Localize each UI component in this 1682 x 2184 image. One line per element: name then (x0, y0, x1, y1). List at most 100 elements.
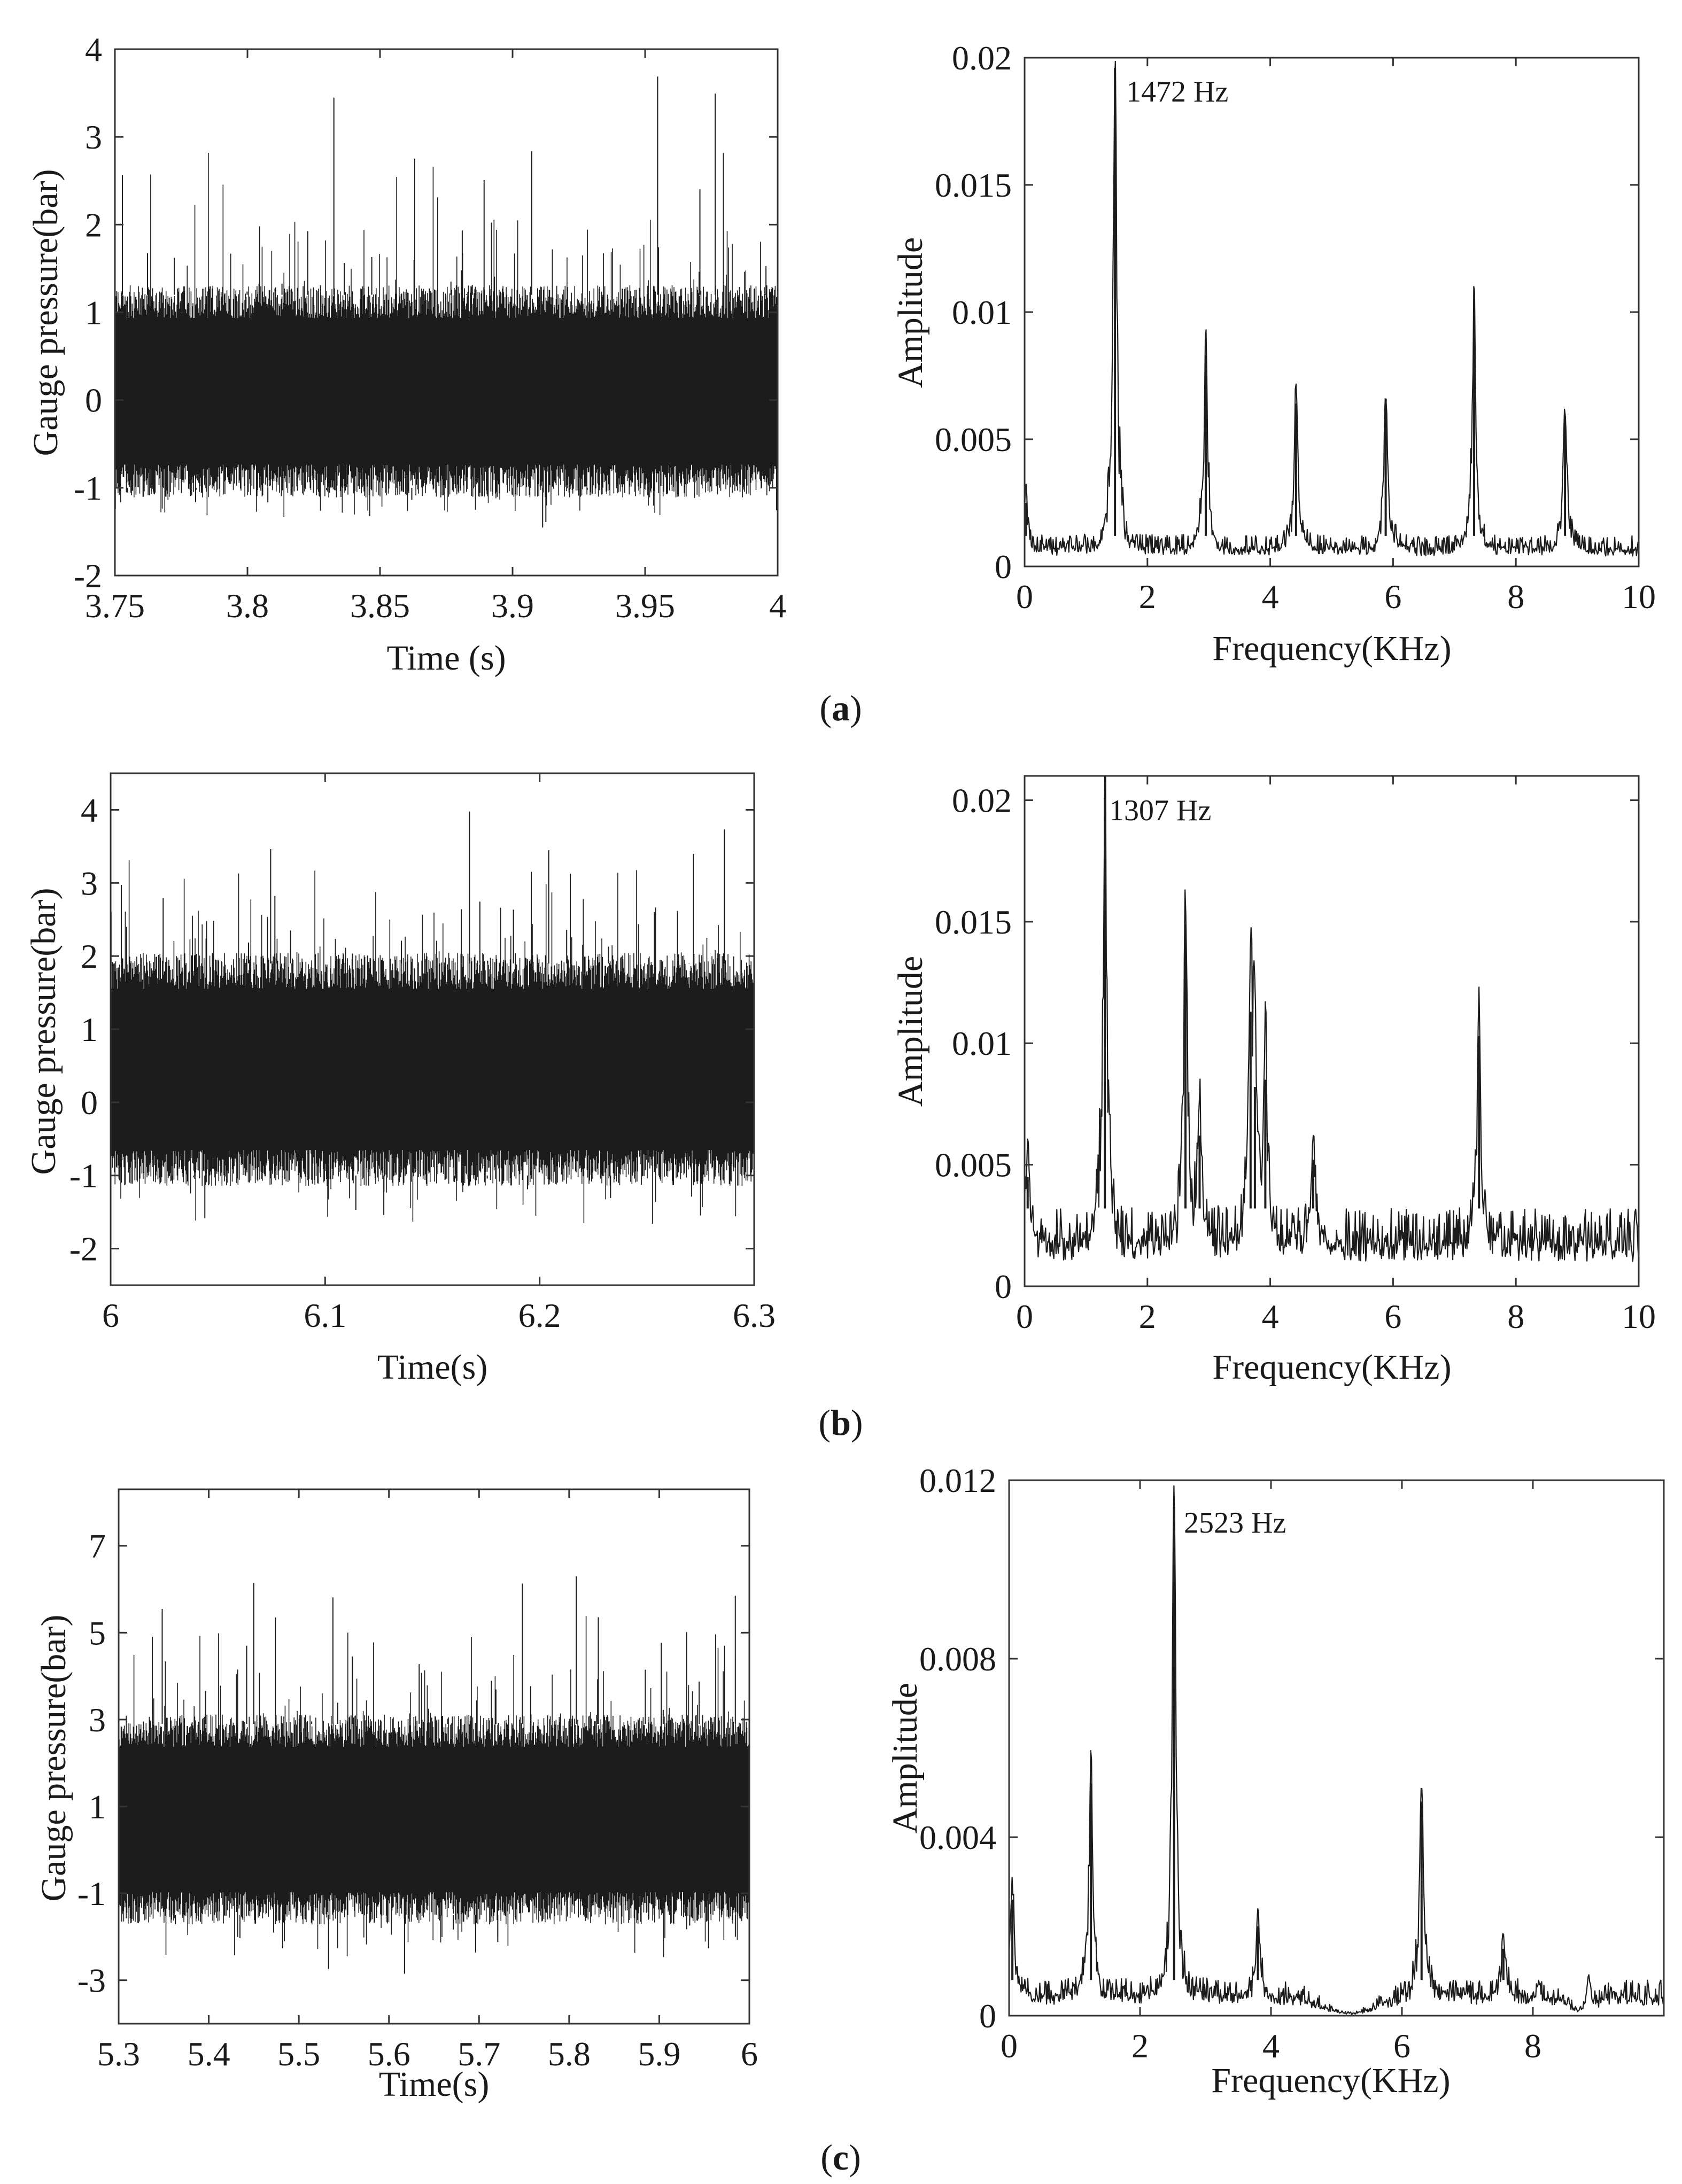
y-tick-label: 0.02 (952, 39, 1012, 77)
signal-trace (111, 811, 754, 1224)
chart-b-spectrum: 0 2 4 6 8 10 0 0.005 0.01 0.015 0.02 1307 Hz Freq… (891, 775, 1656, 1387)
y-tick-label: 0.015 (935, 903, 1012, 941)
y-tick-label: 5 (89, 1614, 106, 1652)
x-tick-label: 5.8 (548, 2035, 591, 2073)
y-tick-label: 4 (81, 791, 98, 829)
y-tick-label: -1 (77, 1875, 106, 1913)
x-tick-label: 6 (1393, 2027, 1410, 2065)
x-tick-label: 3.8 (226, 587, 269, 625)
y-tick-label: 0 (85, 382, 102, 419)
tick-marks (118, 1489, 750, 2024)
spectrum-line (1024, 775, 1640, 1262)
plot-frame (1024, 775, 1640, 1287)
y-axis-label: Gauge pressure(bar) (34, 1615, 73, 1902)
x-tick-labels: 6 6.1 6.2 6.3 (102, 1296, 776, 1334)
x-axis-label: Frequency(KHz) (1211, 2061, 1450, 2100)
x-tick-label: 2 (1139, 578, 1156, 616)
y-tick-label: 0.005 (935, 1146, 1012, 1184)
x-tick-label: 4 (769, 587, 786, 625)
y-axis-label: Amplitude (886, 1683, 925, 1833)
x-tick-label: 6 (1384, 1297, 1401, 1335)
y-tick-label: 0.01 (952, 1024, 1012, 1062)
x-tick-label: 6 (1384, 578, 1401, 616)
x-tick-label: 4 (1262, 2027, 1280, 2065)
y-tick-label: 2 (85, 206, 102, 244)
x-tick-label: 4 (1262, 1297, 1279, 1335)
x-tick-labels: 0 2 4 6 8 10 (1016, 578, 1656, 616)
x-axis-label: Frequency(KHz) (1212, 629, 1451, 668)
y-tick-labels: 0 0.005 0.01 0.015 0.02 (935, 39, 1012, 586)
x-tick-label: 10 (1622, 1297, 1656, 1335)
x-tick-labels: 0 2 4 6 8 (1001, 2027, 1541, 2065)
y-tick-label: 4 (85, 30, 102, 68)
signal-trace (119, 1576, 749, 1974)
plot-frame (1024, 775, 1640, 1287)
y-tick-label: 1 (81, 1011, 98, 1048)
y-tick-label: 0.02 (952, 781, 1012, 819)
y-tick-label: 0 (81, 1084, 98, 1122)
signal-trace (115, 76, 777, 528)
peak-annotation: 1307 Hz (1109, 794, 1211, 827)
y-tick-label: 3 (89, 1701, 106, 1739)
x-tick-label: 3.75 (85, 587, 145, 625)
x-axis-label: Frequency(KHz) (1212, 1348, 1451, 1387)
x-tick-label: 4 (1262, 578, 1279, 616)
x-tick-label: 0 (1016, 1297, 1033, 1335)
y-tick-label: 2 (81, 937, 98, 975)
spectrum-trace (1024, 60, 1640, 557)
y-tick-label: 0.004 (919, 1818, 996, 1856)
plot-frame (1008, 1479, 1665, 2017)
chart-a-spectrum: 0 2 4 6 8 10 0 0.005 0.01 0.015 0.02 1472 Hz Freq… (891, 39, 1656, 668)
x-tick-label: 6 (102, 1296, 119, 1334)
x-tick-labels: 3.75 3.8 3.85 3.9 3.95 4 (85, 587, 786, 625)
spectrum-line (1024, 60, 1640, 557)
x-axis-label: Time (s) (386, 639, 506, 678)
y-tick-label: 0.008 (919, 1640, 996, 1678)
panel-label-a: (a) (819, 688, 862, 728)
x-tick-label: 5.4 (188, 2035, 230, 2073)
plot-frame (1024, 57, 1640, 568)
chart-a-time-signal: 3.75 3.8 3.85 3.9 3.95 4 -2 -1 0 1 2 3 4 Time (s) G… (26, 30, 786, 678)
y-tick-label: 3 (85, 118, 102, 156)
x-tick-label: 8 (1507, 1297, 1524, 1335)
panel-label-b: (b) (818, 1402, 863, 1443)
x-tick-label: 3.95 (615, 587, 675, 625)
peak-annotation: 1472 Hz (1126, 75, 1228, 108)
x-tick-label: 2 (1139, 1297, 1156, 1335)
y-tick-label: -1 (74, 469, 102, 507)
signal-band (111, 989, 754, 1151)
y-tick-label: 3 (81, 864, 98, 902)
y-tick-labels: 0 0.005 0.01 0.015 0.02 (935, 781, 1012, 1305)
signal-band (119, 1746, 749, 1892)
plot-frame (118, 1488, 750, 2025)
x-tick-label: 3.9 (491, 587, 534, 625)
x-tick-label: 6.2 (518, 1296, 561, 1334)
x-tick-label: 0 (1016, 578, 1033, 616)
peak-annotation: 2523 Hz (1184, 1506, 1286, 1540)
y-tick-label: 0 (995, 548, 1012, 586)
x-tick-label: 5.9 (638, 2035, 680, 2073)
y-tick-label: 1 (85, 294, 102, 332)
spectrum-trace (1024, 775, 1640, 1262)
y-tick-label: 0.01 (952, 293, 1012, 331)
y-tick-label: -2 (69, 1230, 98, 1268)
plot-frame (114, 48, 779, 577)
y-tick-label: 0.015 (935, 166, 1012, 204)
y-tick-labels: -2 -1 0 1 2 3 4 (74, 30, 102, 595)
y-tick-label: 0.012 (919, 1462, 996, 1499)
y-axis-label: Gauge pressure(bar) (24, 888, 63, 1175)
y-axis-label: Amplitude (891, 956, 930, 1107)
x-tick-label: 8 (1507, 578, 1524, 616)
y-axis-label: Gauge pressure(bar) (26, 169, 65, 456)
signal-band (115, 318, 777, 465)
x-tick-labels: 0 2 4 6 8 10 (1016, 1297, 1656, 1335)
x-tick-label: 0 (1001, 2027, 1018, 2065)
x-tick-label: 6 (741, 2035, 758, 2073)
y-tick-label: 0 (995, 1268, 1012, 1305)
x-tick-label: 2 (1131, 2027, 1149, 2065)
plot-frame (1008, 1479, 1665, 2017)
x-tick-label: 5.3 (97, 2035, 140, 2073)
panel-label-c: (c) (820, 2137, 861, 2178)
